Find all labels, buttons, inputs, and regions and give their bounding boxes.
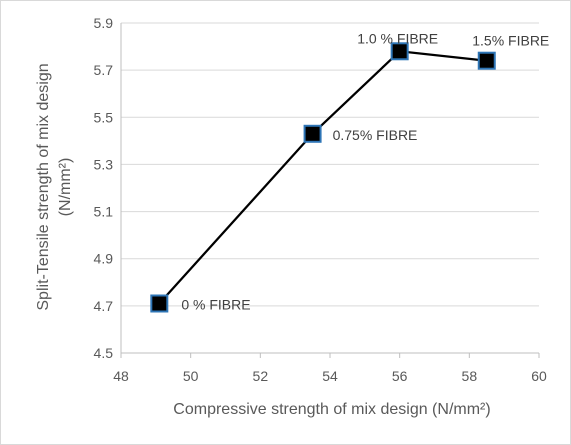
data-point-marker: [150, 294, 169, 313]
y-tick-label: 5.9: [94, 15, 114, 31]
data-point-label: 0 % FIBRE: [181, 297, 250, 313]
x-axis-title: Compressive strength of mix design (N/mm…: [173, 401, 490, 418]
y-tick-label: 5.5: [94, 109, 114, 125]
x-tick-label: 56: [392, 368, 408, 384]
axes: [120, 23, 540, 358]
data-point-label: 1.0 % FIBRE: [357, 30, 438, 46]
data-point-marker: [477, 51, 496, 70]
data-point-marker: [390, 42, 409, 61]
y-tick-label: 4.7: [94, 298, 114, 314]
y-axis-title-line2: (N/mm²): [57, 158, 74, 217]
data-point-label: 1.5% FIBRE: [472, 33, 549, 49]
y-tick-label: 5.1: [94, 204, 114, 220]
x-tick-label: 50: [183, 368, 199, 384]
y-tick-label: 5.7: [94, 62, 114, 78]
tick-labels: 4.5 4.7 4.9 5.1 5.3 5.5 5.7 5.9 48 50 52 54 56 58 60: [94, 15, 547, 384]
y-tick-label: 4.9: [94, 251, 114, 267]
y-axis-title-line1: Split-Tensile strength of mix design: [35, 63, 52, 310]
point-labels: 0 % FIBRE 0.75% FIBRE 1.0 % FIBRE 1.5% FIBR…: [181, 30, 549, 312]
y-tick-label: 5.3: [94, 156, 114, 172]
x-tick-label: 58: [462, 368, 478, 384]
x-tick-label: 60: [531, 368, 547, 384]
x-tick-label: 48: [113, 368, 129, 384]
y-tick-label: 4.5: [94, 345, 114, 361]
series-line: [158, 50, 487, 305]
series-group: [150, 42, 496, 313]
x-tick-label: 52: [253, 368, 269, 384]
grid-lines: [121, 22, 539, 307]
x-tick-label: 54: [322, 368, 338, 384]
data-point-label: 0.75% FIBRE: [333, 127, 418, 143]
data-point-marker: [303, 124, 322, 143]
